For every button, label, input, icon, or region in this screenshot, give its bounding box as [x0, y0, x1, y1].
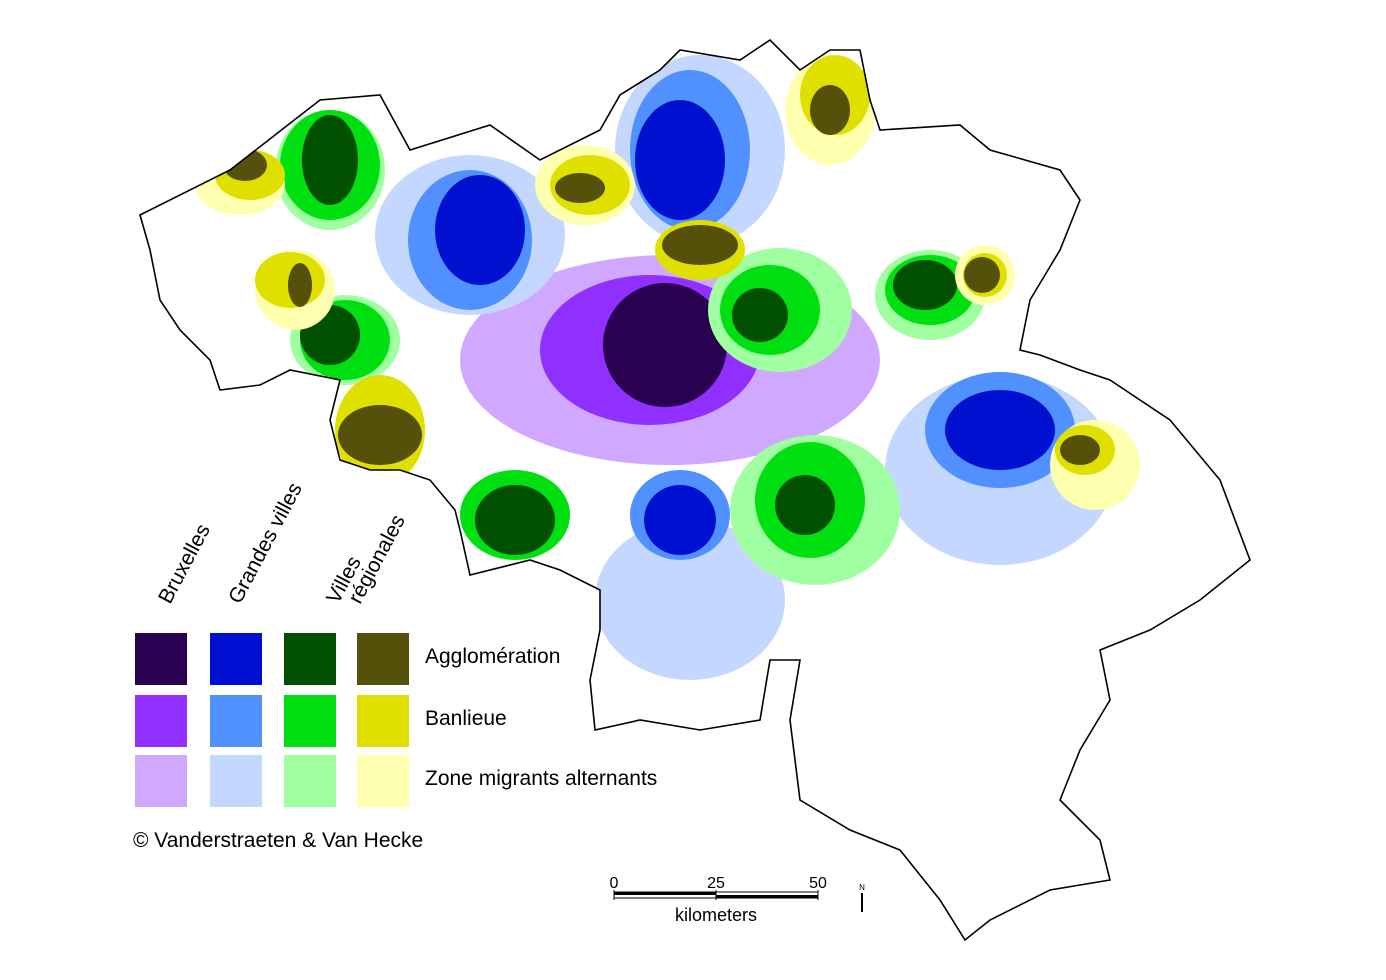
zone: [223, 149, 267, 181]
legend-swatch: [284, 755, 336, 807]
legend-swatch: [210, 755, 262, 807]
legend-swatch: [284, 633, 336, 685]
scale-segment: [716, 895, 818, 898]
zone: [775, 475, 835, 535]
north-label: N: [859, 883, 865, 892]
legend-swatch: [210, 695, 262, 747]
legend-swatch: [135, 695, 187, 747]
legend-swatch: [357, 633, 409, 685]
zone: [288, 263, 312, 307]
legend-column-label: Bruxelles: [154, 520, 215, 607]
zone: [644, 485, 716, 555]
zone: [635, 100, 725, 220]
legend-swatch: [357, 755, 409, 807]
scale-tick-label: 25: [707, 875, 725, 892]
zone: [964, 257, 1000, 293]
zone: [1060, 435, 1100, 465]
zone: [302, 115, 358, 205]
belgium-border: [139, 38, 1251, 942]
zone: [555, 173, 605, 203]
urban-zones: [195, 55, 1140, 680]
zone: [810, 85, 850, 135]
zone: [893, 260, 957, 310]
legend-swatch: [357, 695, 409, 747]
zone: [435, 175, 525, 285]
legend-swatch: [135, 755, 187, 807]
legend-row-label: Banlieue: [425, 707, 507, 730]
scale-segment: [614, 892, 716, 895]
zone: [945, 390, 1055, 470]
zone: [475, 485, 555, 555]
zone: [595, 520, 785, 680]
scale-tick-label: 0: [610, 875, 619, 892]
legend-swatch: [135, 633, 187, 685]
zone: [603, 283, 727, 407]
credit: © Vanderstraeten & Van Hecke: [133, 829, 423, 852]
legend-row-label: Agglomération: [425, 645, 560, 668]
scale-tick-label: 50: [809, 875, 827, 892]
legend-row-label: Zone migrants alternants: [425, 767, 657, 790]
zone: [338, 405, 422, 465]
zone: [662, 225, 738, 265]
legend-swatch: [210, 633, 262, 685]
zone: [732, 288, 788, 342]
scale-unit: kilometers: [675, 905, 757, 925]
scale-bar: 0 25 50 kilometers N: [610, 875, 866, 925]
legend-swatch: [284, 695, 336, 747]
legend-column-label: Grandes villes: [224, 479, 307, 607]
